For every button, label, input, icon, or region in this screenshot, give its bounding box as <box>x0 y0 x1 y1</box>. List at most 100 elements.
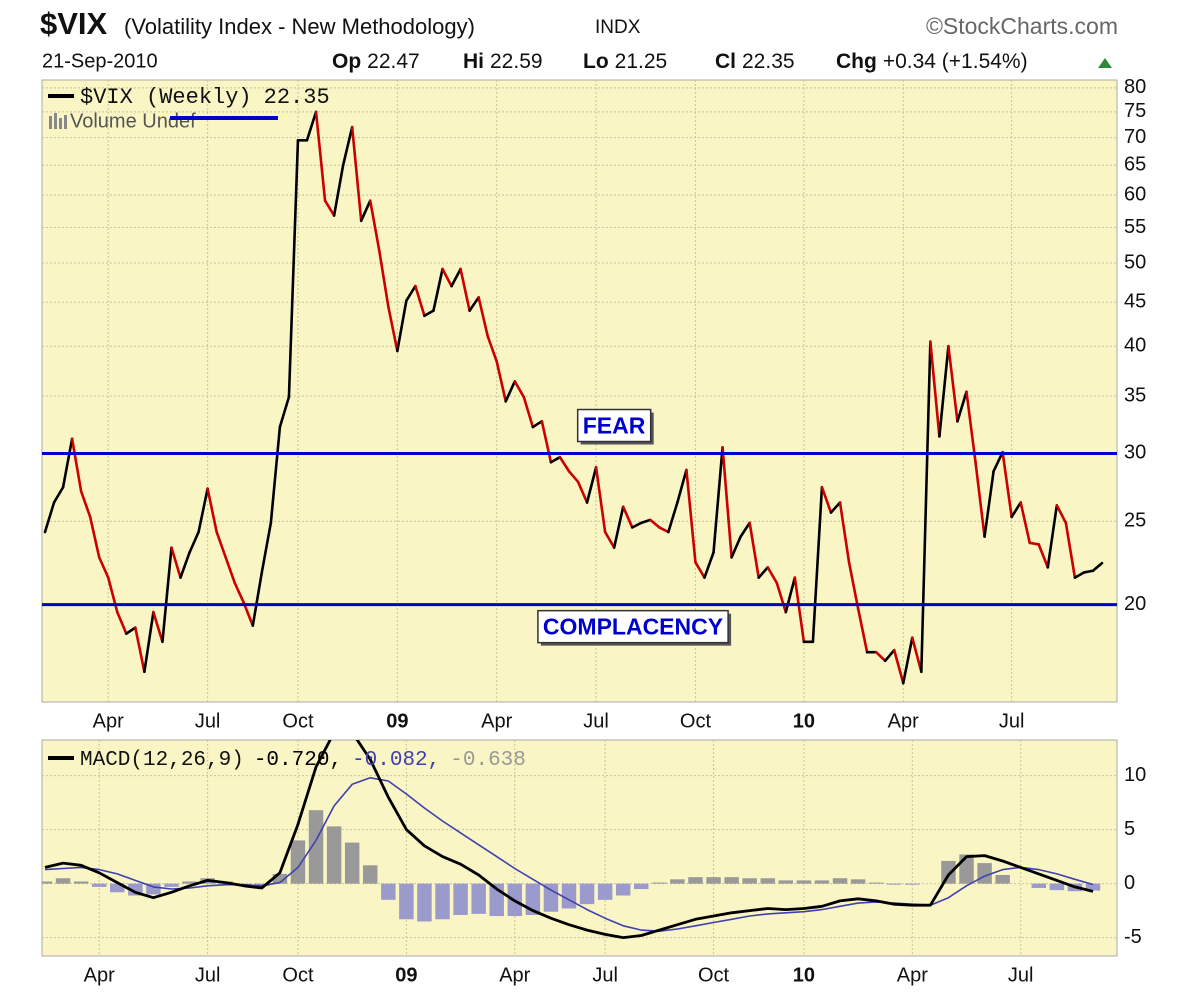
line-segment <box>676 468 688 504</box>
source: ©StockCharts.com <box>926 13 1118 39</box>
x-tick-label: Apr <box>481 710 512 732</box>
histogram-bar <box>688 877 703 884</box>
line-segment <box>323 199 336 217</box>
histogram-bar <box>850 879 866 884</box>
histogram-bar <box>706 877 721 884</box>
line-segment <box>739 521 751 538</box>
macd-plot-area <box>41 739 1118 957</box>
quote-value: 22.47 <box>367 50 420 73</box>
histogram-bar <box>959 854 974 884</box>
line-segment <box>486 334 499 363</box>
x-tick-label: Jul <box>583 710 609 732</box>
histogram-bar <box>868 882 884 884</box>
line-segment <box>784 576 797 614</box>
line-segment <box>359 199 372 223</box>
x-tick-label: Apr <box>499 964 530 986</box>
line-segment <box>143 610 155 674</box>
legend-value: -0.720, <box>254 749 342 772</box>
y-tick-label: 80 <box>1124 76 1146 98</box>
y-tick-label: 25 <box>1124 510 1146 532</box>
line-segment <box>1064 521 1077 579</box>
line-segment <box>594 466 607 534</box>
line-segment <box>612 505 625 549</box>
y-tick-label: 40 <box>1124 334 1146 356</box>
histogram-bar <box>597 883 613 900</box>
y-tick-label: 35 <box>1124 384 1146 406</box>
line-segment <box>576 480 589 504</box>
y-tick-label: 75 <box>1124 100 1146 122</box>
line-segment <box>441 267 453 288</box>
histogram-bar <box>381 883 396 900</box>
histogram-bar <box>543 883 559 912</box>
reference-label: COMPLACENCY <box>543 614 723 640</box>
line-segment <box>1055 504 1068 525</box>
legend-last-value: 22.35 <box>264 85 330 110</box>
line-segment <box>910 636 923 674</box>
line-segment <box>125 626 137 635</box>
line-segment <box>558 455 571 473</box>
up-arrow <box>1098 58 1112 68</box>
line-segment <box>197 487 209 534</box>
line-segment <box>70 437 83 493</box>
histogram-bar <box>561 883 577 909</box>
line-segment <box>531 420 544 429</box>
line-segment <box>305 110 318 142</box>
volume-icon <box>49 113 67 129</box>
line-segment <box>630 521 643 529</box>
x-tick-label: Jul <box>999 710 1025 732</box>
line-segment <box>956 390 968 423</box>
line-segment <box>901 636 914 685</box>
quote-label: Lo <box>583 50 609 73</box>
macd-marks <box>42 740 1101 939</box>
line-segment <box>215 530 227 559</box>
histogram-bar <box>110 883 125 893</box>
histogram-bar <box>55 878 71 884</box>
histogram-bar <box>344 842 360 884</box>
histogram-bar <box>73 881 89 884</box>
line-segment <box>694 561 706 579</box>
line-segment <box>52 485 65 504</box>
line-segment <box>88 515 101 559</box>
histogram-bar <box>326 826 342 884</box>
line-segment <box>188 530 200 554</box>
line-segment <box>332 163 345 217</box>
histogram-bar <box>417 883 432 922</box>
line-segment <box>892 648 905 685</box>
line-segment <box>965 390 977 464</box>
line-segment <box>170 546 182 579</box>
quote-low: Lo 21.25 <box>583 50 667 73</box>
line-segment <box>685 468 697 564</box>
line-segment <box>432 267 444 312</box>
histogram-bar <box>164 883 179 887</box>
quote-label: Hi <box>463 50 484 73</box>
line-segment <box>161 546 173 644</box>
x-tick-label: Oct <box>698 964 730 986</box>
line-segment <box>766 566 779 585</box>
line-segment <box>811 485 824 644</box>
line-segment <box>820 485 833 514</box>
histogram-bar <box>1049 883 1065 891</box>
x-tick-label: Apr <box>84 964 115 986</box>
histogram-bar <box>42 881 53 884</box>
histogram-bar <box>670 879 685 884</box>
histogram-bar <box>887 883 902 885</box>
line-segment <box>1091 561 1104 573</box>
line-segment <box>134 626 146 674</box>
x-tick-label: Oct <box>282 964 314 986</box>
line-segment <box>368 199 381 252</box>
histogram-bar <box>453 883 468 915</box>
exchange: INDX <box>595 17 641 38</box>
line-segment <box>721 445 733 559</box>
y-tick-label: 5 <box>1124 818 1135 840</box>
line-segment <box>648 518 661 529</box>
line-segment <box>513 380 526 399</box>
x-tick-label: 09 <box>395 964 417 986</box>
quote-label: Chg <box>836 50 877 73</box>
line-segment <box>938 344 950 438</box>
quote-high: Hi 22.59 <box>463 50 543 73</box>
line-segment <box>468 296 480 312</box>
line-segment <box>396 299 408 353</box>
line-segment <box>856 607 869 654</box>
